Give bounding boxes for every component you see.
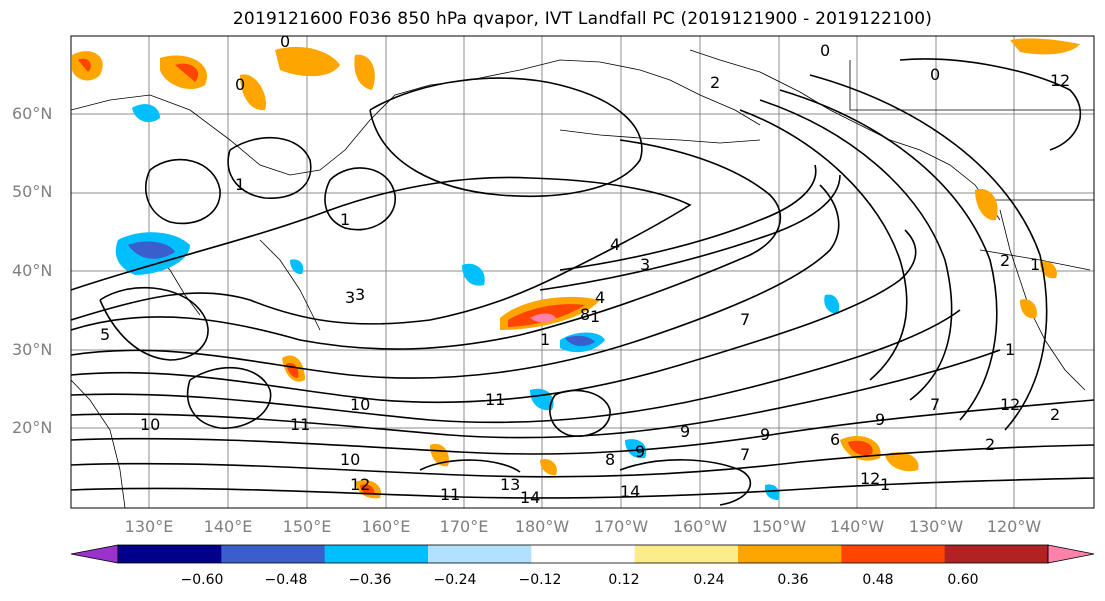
lon-label-160w: 160°W	[672, 517, 728, 536]
anomaly-fills	[72, 38, 1080, 500]
colorbar-segment	[944, 545, 1049, 563]
colorbar-segment	[738, 545, 842, 563]
colorbar-tick-label: 0.24	[693, 572, 725, 588]
lon-label-140w: 140°W	[829, 517, 885, 536]
colorbar-segment	[634, 545, 739, 563]
lon-label-150e: 150°E	[282, 517, 332, 536]
lon-label-170w: 170°W	[593, 517, 649, 536]
contour-label: 0	[280, 32, 290, 51]
contour-label: 13	[500, 475, 520, 494]
contour-label: 1	[540, 330, 550, 349]
contour-label: 2	[710, 73, 720, 92]
lon-label-120w: 120°W	[986, 517, 1042, 536]
lon-label-150w: 150°W	[751, 517, 807, 536]
contour-label: 12	[860, 469, 880, 488]
contour-label: 1	[1050, 71, 1060, 90]
colorbar	[70, 544, 1095, 564]
colorbar-outline	[117, 544, 1049, 564]
contour-label: 5	[100, 325, 110, 344]
contour-label: 12	[1000, 395, 1020, 414]
contour-label: 7	[740, 445, 750, 464]
contour-label: 6	[830, 430, 840, 449]
contour-label: 0	[930, 65, 940, 84]
colorbar-tick-label: −0.36	[348, 572, 392, 588]
contour-label: 14	[520, 488, 540, 507]
contour-label: 11	[440, 485, 460, 504]
colorbar-tick-label: 0.36	[777, 572, 809, 588]
contour-label: 4	[595, 288, 605, 307]
colorbar-tick-label: −0.48	[264, 572, 308, 588]
lat-label-30n: 30°N	[12, 340, 53, 359]
contour-label: 1	[340, 210, 350, 229]
contour-label: 8	[605, 450, 615, 469]
colorbar-tick-label: −0.12	[518, 572, 562, 588]
contour-label: 11	[290, 415, 310, 434]
chart-title: 2019121600 F036 850 hPa qvapor, IVT Land…	[232, 9, 933, 29]
contour-label: 2	[1060, 71, 1070, 90]
lat-label-20n: 20°N	[12, 418, 53, 437]
lon-label-170e: 170°E	[439, 517, 489, 536]
lat-label-60n: 60°N	[12, 104, 53, 123]
lon-label-180w: 180°W	[514, 517, 570, 536]
contour-label: 7	[740, 310, 750, 329]
colorbar-extend-low	[70, 544, 119, 564]
lon-label-160e: 160°E	[361, 517, 411, 536]
colorbar-segment	[221, 545, 326, 563]
lon-label-140e: 140°E	[203, 517, 253, 536]
contour-label: 2	[985, 435, 995, 454]
contour-label: 0	[820, 41, 830, 60]
contour-label: 4	[610, 235, 620, 254]
contour-label: 2	[1050, 405, 1060, 424]
contour-label: 12	[350, 475, 370, 494]
contour-label: 9	[875, 410, 885, 429]
contour-label: 9	[760, 425, 770, 444]
colorbar-tick-label: 0.48	[862, 572, 894, 588]
colorbar-tick-label: −0.60	[180, 572, 224, 588]
contour-label: 3	[355, 285, 365, 304]
contour-label: 7	[930, 395, 940, 414]
colorbar-extend-high	[1047, 544, 1095, 564]
colorbar-tick-label: −0.24	[433, 572, 477, 588]
lon-label-130e: 130°E	[124, 517, 174, 536]
colorbar-segment	[428, 545, 532, 563]
colorbar-tick-label: 0.12	[608, 572, 640, 588]
contour-label: 1	[1005, 340, 1015, 359]
contour-label: 0	[235, 75, 245, 94]
colorbar-tick-label: 0.60	[947, 572, 979, 588]
lat-label-50n: 50°N	[12, 182, 53, 201]
contour-label: 1	[880, 475, 890, 494]
contour-label: 10	[340, 450, 360, 469]
contour-label: 3	[345, 288, 355, 307]
colorbar-segment	[531, 545, 636, 563]
colorbar-segment	[324, 545, 429, 563]
contour-label: 14	[620, 482, 640, 501]
contour-label: 8	[580, 305, 590, 324]
colorbar-segment	[841, 545, 946, 563]
contour-label: 3	[640, 255, 650, 274]
contour-label: 11	[485, 390, 505, 409]
contour-label: 10	[140, 415, 160, 434]
contour-label: 1	[235, 175, 245, 194]
ivt-contours	[71, 58, 1094, 506]
contour-label: 9	[635, 442, 645, 461]
lat-label-40n: 40°N	[12, 261, 53, 280]
contour-label: 1	[590, 307, 600, 326]
contour-label: 2	[1000, 251, 1010, 270]
contour-label: 9	[680, 422, 690, 441]
lon-label-130w: 130°W	[908, 517, 964, 536]
plot-frame	[70, 35, 1095, 509]
contour-label: 10	[350, 395, 370, 414]
contour-label: 1	[1030, 255, 1040, 274]
colorbar-segment	[118, 545, 222, 563]
